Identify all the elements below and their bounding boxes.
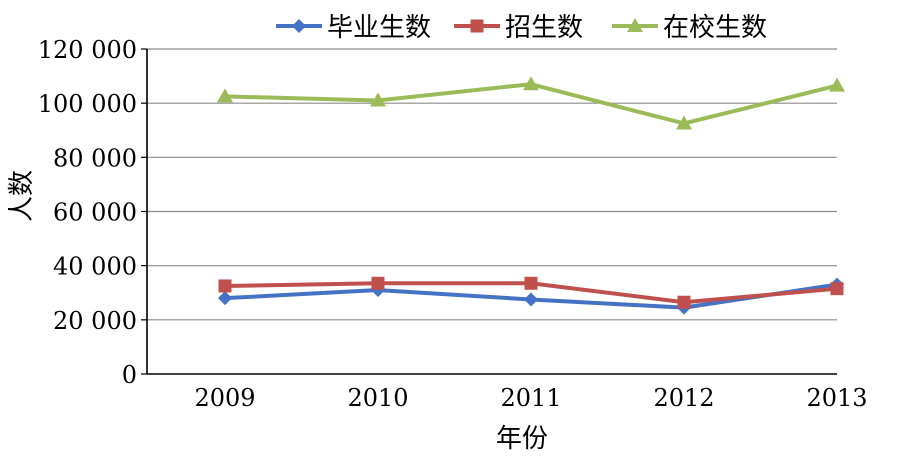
y-tick-labels: 0 20 000 40 000 60 000 80 000 100 000 120 000 bbox=[38, 36, 137, 389]
axes bbox=[141, 48, 837, 375]
legend-swatch-marker bbox=[627, 18, 643, 32]
legend-item-3: 在校生数 bbox=[612, 13, 767, 43]
data-point bbox=[524, 292, 538, 307]
data-point bbox=[524, 276, 538, 290]
y-tick-label: 80 000 bbox=[53, 144, 137, 172]
data-point bbox=[218, 291, 232, 306]
x-tick-label: 2011 bbox=[500, 384, 561, 412]
x-tick-label: 2010 bbox=[347, 384, 408, 412]
y-tick-label: 100 000 bbox=[38, 90, 137, 118]
legend-label: 毕业生数 bbox=[327, 13, 431, 43]
x-tick-label: 2013 bbox=[806, 384, 867, 412]
x-tick-label: 2009 bbox=[194, 384, 255, 412]
data-point bbox=[218, 279, 232, 293]
data-point bbox=[677, 295, 691, 309]
data-point bbox=[830, 282, 844, 296]
legend-item-1: 毕业生数 bbox=[276, 13, 431, 43]
data-point bbox=[370, 92, 386, 107]
legend-label: 在校生数 bbox=[663, 13, 767, 43]
legend-swatch-marker bbox=[292, 19, 306, 33]
series-group bbox=[217, 76, 845, 315]
y-tick-label: 120 000 bbox=[38, 36, 137, 64]
legend: 毕业生数 招生数 在校生数 bbox=[276, 13, 767, 43]
y-tick-label: 60 000 bbox=[53, 199, 137, 227]
legend-item-2: 招生数 bbox=[454, 13, 583, 43]
series-3 bbox=[217, 76, 845, 130]
y-axis-title: 人数 bbox=[7, 170, 37, 222]
series-2 bbox=[218, 276, 844, 309]
data-point bbox=[371, 276, 385, 290]
y-tick-label: 20 000 bbox=[53, 307, 137, 335]
y-tick-label: 0 bbox=[122, 361, 137, 389]
legend-label: 招生数 bbox=[505, 13, 583, 43]
data-point bbox=[676, 115, 692, 130]
grid-lines bbox=[147, 48, 837, 321]
data-point bbox=[829, 77, 845, 92]
y-tick-label: 40 000 bbox=[53, 253, 137, 281]
x-tick-labels: 2009 2010 2011 2012 2013 bbox=[194, 384, 867, 412]
legend-swatch-marker bbox=[470, 19, 484, 33]
x-tick-label: 2012 bbox=[653, 384, 714, 412]
data-point bbox=[523, 76, 539, 91]
x-axis-title: 年份 bbox=[496, 424, 548, 454]
data-point bbox=[217, 88, 233, 103]
